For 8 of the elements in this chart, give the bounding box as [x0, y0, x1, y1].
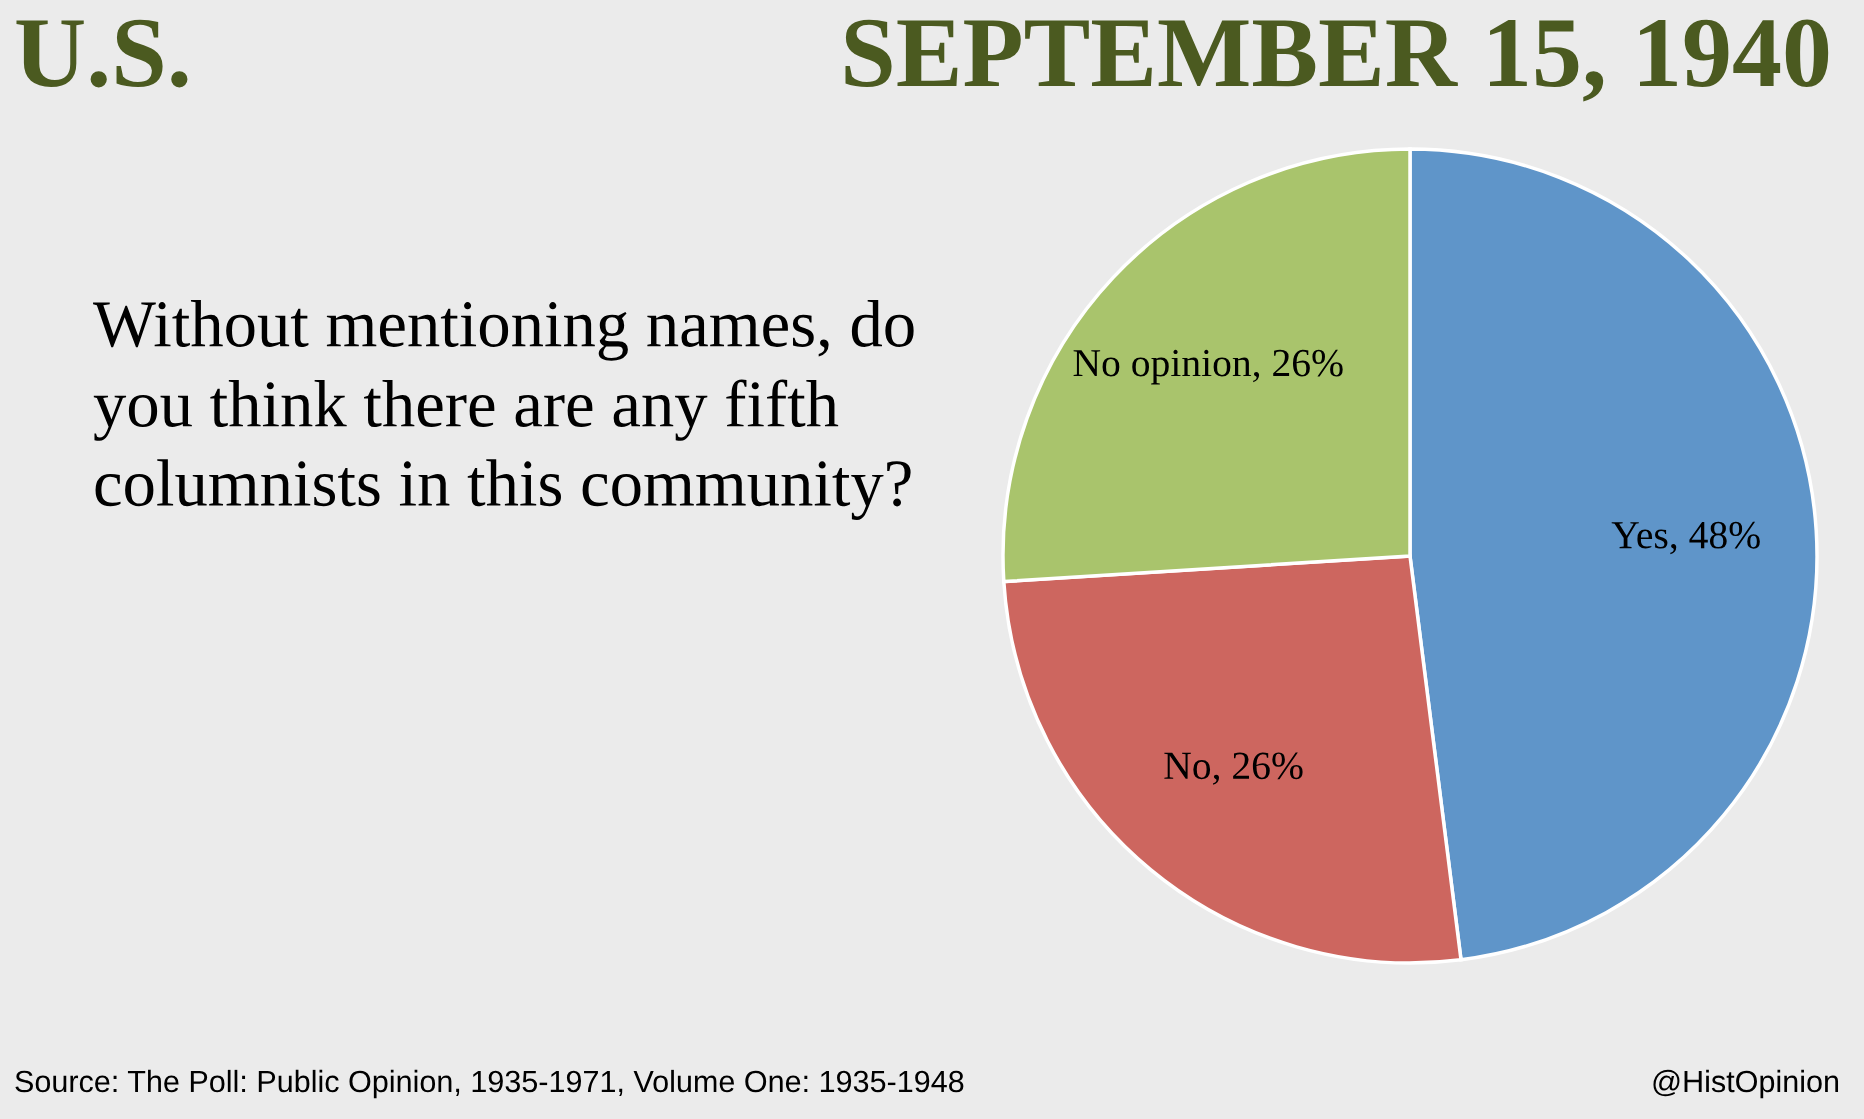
slice-label: Yes, 48% — [1611, 521, 1760, 555]
source-note: Source: The Poll: Public Opinion, 1935-1971, Volume One: 1935-1948 — [15, 1069, 964, 1099]
text: U.S. — [16, 19, 188, 88]
chart-subtitle: SEPTEMBER 15, 1940 — [845, 19, 1829, 102]
slice-label: No opinion, 26% — [1073, 349, 1343, 385]
text: Without mentioning names, do you think there are any fifth columnists in this community? — [93, 300, 914, 520]
slice-label: No, 26% — [1164, 752, 1303, 785]
text: @HistOpinion — [1653, 1069, 1839, 1099]
